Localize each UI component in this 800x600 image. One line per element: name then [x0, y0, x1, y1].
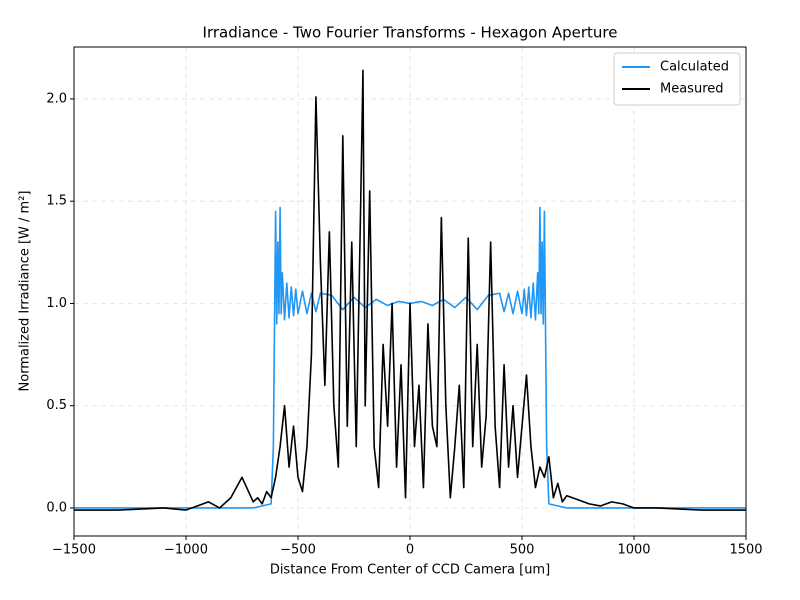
x-tick-label: −1500: [52, 543, 96, 558]
x-tick-label: 500: [510, 543, 535, 558]
legend-label: Calculated: [660, 60, 729, 75]
x-tick-label: 1000: [617, 543, 650, 558]
x-tick-label: 0: [406, 543, 414, 558]
x-axis-label: Distance From Center of CCD Camera [um]: [270, 563, 550, 578]
x-tick-label: −500: [280, 543, 316, 558]
y-axis-label: Normalized Irradiance [W / m²]: [18, 191, 33, 392]
chart-title: Irradiance - Two Fourier Transforms - He…: [203, 24, 618, 42]
x-tick-label: −1000: [164, 543, 208, 558]
x-tick-label: 1500: [729, 543, 762, 558]
plot-frame: [73, 46, 747, 537]
y-tick-label: 2.0: [46, 91, 67, 106]
y-tick-label: 1.5: [46, 194, 67, 209]
y-tick-label: 1.0: [46, 296, 67, 311]
data-line: [74, 69, 746, 511]
y-tick-label: 0.5: [46, 398, 67, 413]
legend-label: Measured: [660, 82, 724, 97]
y-tick-label: 0.0: [46, 500, 67, 515]
